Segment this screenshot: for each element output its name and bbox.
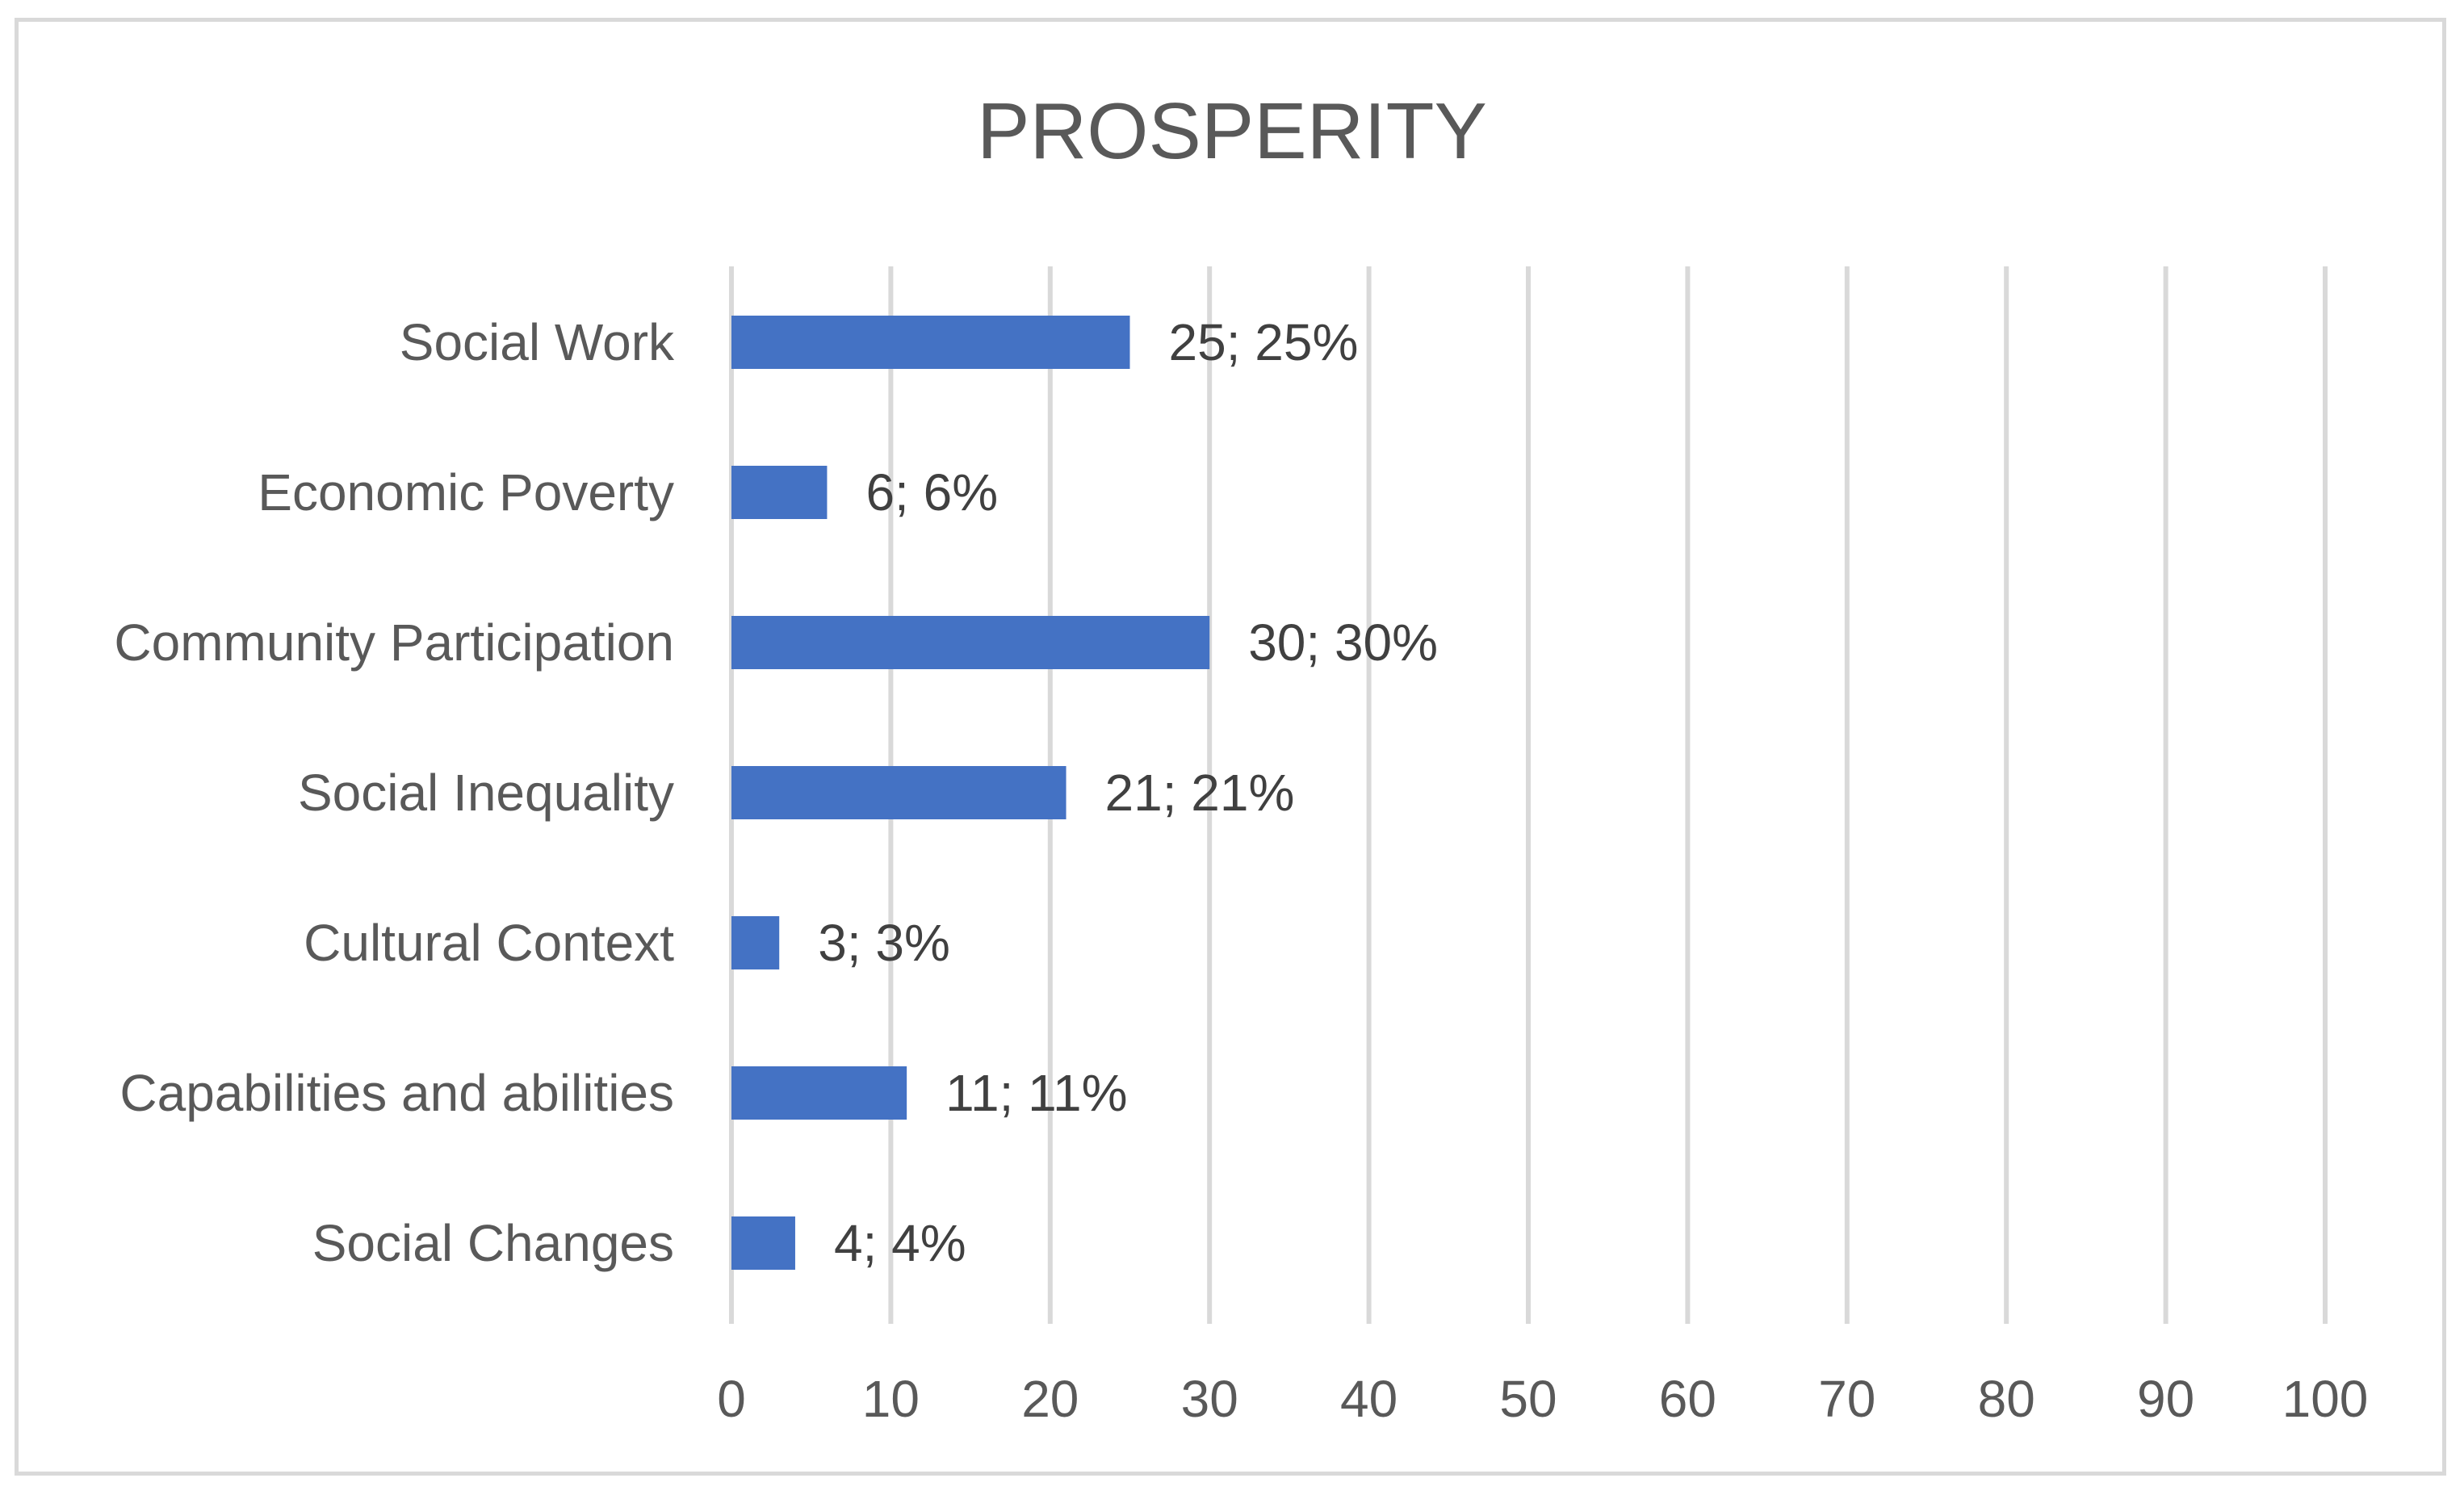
category-label: Social Changes bbox=[312, 1214, 674, 1272]
x-tick-label: 40 bbox=[1340, 1370, 1398, 1428]
x-tick-label: 90 bbox=[2137, 1370, 2194, 1428]
category-labels: Social Work Economic Poverty Community Par… bbox=[114, 313, 675, 1272]
chart-title: PROSPERITY bbox=[977, 86, 1487, 175]
data-label: 6; 6% bbox=[865, 463, 998, 521]
data-label: 21; 21% bbox=[1105, 764, 1295, 822]
x-tick-label: 10 bbox=[862, 1370, 920, 1428]
x-tick-label: 20 bbox=[1021, 1370, 1079, 1428]
category-label: Cultural Context bbox=[304, 914, 674, 972]
data-label: 11; 11% bbox=[945, 1064, 1127, 1122]
category-label: Capabilities and abilities bbox=[119, 1064, 674, 1122]
data-label: 4; 4% bbox=[834, 1214, 966, 1272]
chart-frame bbox=[15, 18, 2446, 1476]
x-tick-label: 60 bbox=[1659, 1370, 1716, 1428]
x-tick-label: 80 bbox=[1978, 1370, 2035, 1428]
bar bbox=[731, 316, 1130, 369]
x-tick-label: 100 bbox=[2282, 1370, 2369, 1428]
x-tick-label: 0 bbox=[717, 1370, 746, 1428]
category-label: Social Work bbox=[400, 313, 675, 371]
bars bbox=[731, 316, 1210, 1270]
bar bbox=[731, 916, 780, 969]
bar bbox=[731, 766, 1066, 819]
bar bbox=[731, 466, 828, 519]
gridlines bbox=[729, 266, 2328, 1324]
x-tick-label: 30 bbox=[1181, 1370, 1238, 1428]
data-labels: 25; 25% 6; 6% 30; 30% 21; 21% 3; 3% 11; 11% 4;… bbox=[818, 313, 1438, 1272]
bar bbox=[731, 1216, 795, 1270]
data-label: 25; 25% bbox=[1169, 313, 1359, 371]
category-label: Economic Poverty bbox=[258, 463, 674, 521]
x-axis-tick-labels: 0 10 20 30 40 50 60 70 80 90 100 bbox=[717, 1370, 2368, 1428]
data-label: 30; 30% bbox=[1248, 613, 1438, 672]
bar bbox=[731, 616, 1210, 669]
x-tick-label: 70 bbox=[1818, 1370, 1875, 1428]
data-label: 3; 3% bbox=[818, 914, 950, 972]
x-tick-label: 50 bbox=[1499, 1370, 1557, 1428]
bar bbox=[731, 1066, 907, 1120]
category-label: Social Inequality bbox=[298, 764, 674, 822]
category-label: Community Participation bbox=[114, 613, 674, 672]
